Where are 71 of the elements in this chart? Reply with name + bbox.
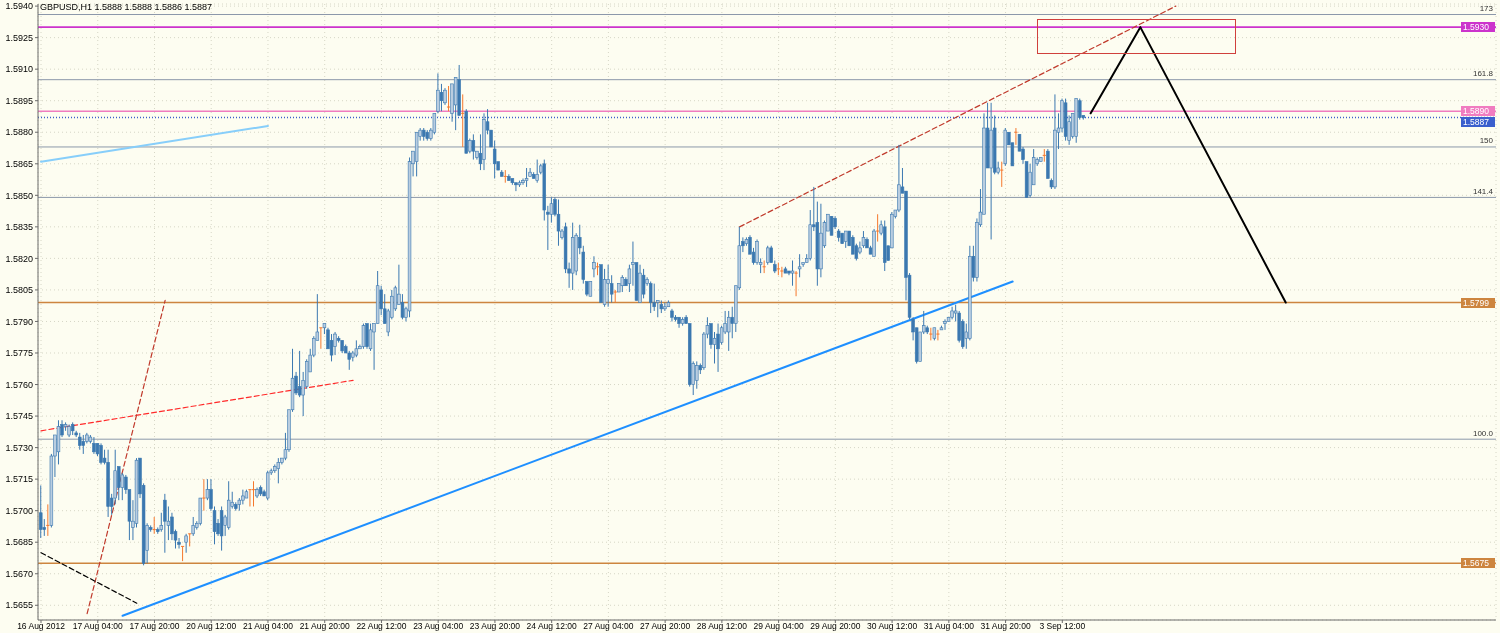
x-tick-label: 27 Aug 20:00 (640, 621, 691, 632)
x-tick-label: 22 Aug 12:00 (356, 621, 407, 632)
x-tick-label: 17 Aug 20:00 (129, 621, 180, 632)
y-tick-label: 1.5940 (5, 1, 33, 12)
candlestick (943, 318, 947, 331)
annotation: 150 (1479, 136, 1493, 146)
y-tick-label: 1.5670 (5, 568, 33, 579)
annotation: 161.8 (1472, 69, 1493, 79)
x-tick-label: 20 Aug 12:00 (186, 621, 237, 632)
x-tick-label: 29 Aug 20:00 (810, 621, 861, 632)
candlestick (663, 302, 667, 312)
y-tick-label: 1.5820 (5, 253, 33, 264)
y-tick-label: 1.5850 (5, 190, 33, 201)
y-tick-label: 1.5895 (5, 95, 33, 106)
y-tick-label: 1.5865 (5, 158, 33, 169)
y-tick-label: 1.5655 (5, 600, 33, 611)
x-tick-label: 21 Aug 04:00 (242, 621, 294, 632)
candlestick (180, 545, 185, 562)
ref-line-label: 1.5675 (1463, 558, 1489, 569)
candlestick (460, 93, 465, 148)
candlestick (329, 333, 334, 362)
y-tick-label: 1.5910 (5, 64, 33, 75)
candlestick (524, 167, 529, 188)
y-tick-label: 1.5715 (5, 474, 33, 485)
candlestick (436, 72, 440, 114)
ref-line-label: 1.5930 (1463, 22, 1489, 33)
candlestick (1013, 127, 1019, 146)
y-tick-label: 1.5775 (5, 348, 33, 359)
candlestick (641, 268, 646, 299)
candlestick (163, 493, 167, 554)
x-tick-label: 27 Aug 04:00 (583, 621, 634, 632)
y-tick-label: 1.5760 (5, 379, 33, 390)
candlestick (318, 327, 323, 350)
candlestick (726, 310, 731, 352)
y-tick-label: 1.5805 (5, 285, 33, 296)
x-tick-label: 31 Aug 04:00 (923, 621, 975, 632)
y-tick-label: 1.5925 (5, 32, 33, 43)
x-tick-label: 16 Aug 2012 (17, 621, 66, 632)
x-tick-label: 17 Aug 04:00 (72, 621, 124, 632)
x-tick-label: 29 Aug 04:00 (753, 621, 804, 632)
candlestick (365, 323, 369, 350)
y-tick-label: 1.5685 (5, 537, 33, 548)
y-tick-label: 1.5730 (5, 442, 33, 453)
y-tick-label: 1.5880 (5, 127, 33, 138)
candlestick (347, 350, 351, 371)
y-tick-label: 1.5700 (5, 505, 33, 516)
x-tick-label: 31 Aug 20:00 (980, 621, 1031, 632)
y-tick-label: 1.5790 (5, 316, 33, 327)
annotation: 173 (1479, 4, 1493, 13)
candlestick (187, 533, 192, 547)
annotation: 141.4 (1472, 186, 1493, 196)
x-tick-label: 23 Aug 20:00 (469, 621, 521, 632)
candlestick (716, 323, 720, 373)
y-tick-label: 1.5745 (5, 411, 33, 422)
annotation: 100.0 (1472, 428, 1493, 438)
x-tick-label: 23 Aug 04:00 (413, 621, 464, 632)
x-tick-label: 21 Aug 20:00 (299, 621, 351, 632)
candlestick (793, 270, 799, 297)
x-tick-label: 24 Aug 12:00 (526, 621, 577, 632)
x-tick-label: 30 Aug 12:00 (867, 621, 918, 632)
y-tick-label: 1.5835 (5, 222, 33, 233)
x-tick-label: 3 Sep 12:00 (1039, 621, 1086, 632)
ref-line-label: 1.5887 (1463, 116, 1489, 127)
candlestick (191, 516, 195, 537)
chart-title: GBPUSD,H1 1.5888 1.5888 1.5886 1.5887 (40, 2, 213, 12)
ref-line-label: 1.5890 (1463, 106, 1489, 117)
candlestick (648, 281, 653, 314)
candlestick (297, 350, 302, 398)
candlestick (184, 533, 188, 554)
x-tick-label: 28 Aug 12:00 (696, 621, 748, 632)
ref-line-label: 1.5799 (1463, 297, 1489, 308)
